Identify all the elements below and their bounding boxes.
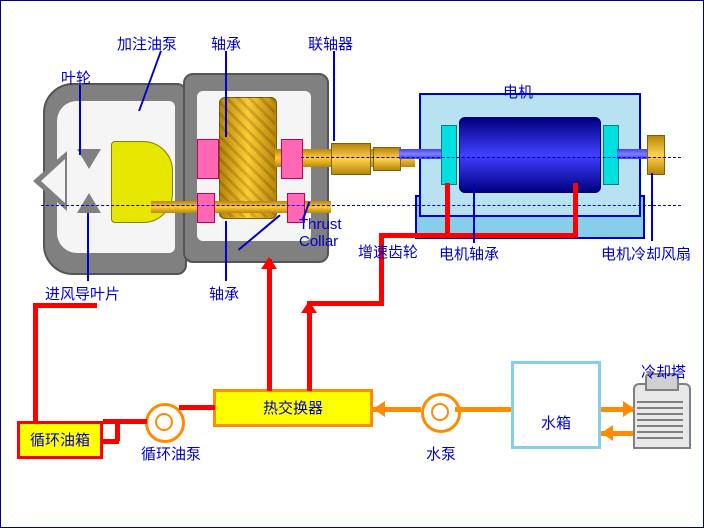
water-pump-blade (431, 403, 449, 421)
label-motor: 电机 (503, 81, 533, 102)
centerline-top (301, 157, 681, 158)
leader (225, 221, 227, 281)
inlet-cone-inner (41, 159, 65, 203)
water-tank-box: 水箱 (511, 361, 601, 449)
water-flow (455, 407, 511, 412)
oil-flow (103, 419, 147, 424)
label-coupling: 联轴器 (308, 33, 353, 54)
arrow-org (601, 425, 613, 441)
label-motor-fan: 电机冷却风扇 (601, 243, 691, 264)
oil-flow (445, 183, 450, 238)
motor-body (459, 117, 601, 193)
oil-flow (307, 301, 312, 391)
leader (87, 213, 89, 281)
heat-ex-box: 热交换器 (213, 389, 373, 427)
arrow-red (301, 301, 317, 313)
oil-flow (379, 233, 447, 238)
diagram-canvas: 循环油箱 热交换器 水箱 叶轮 (0, 0, 704, 528)
oil-flow (573, 183, 578, 238)
oil-flow (307, 301, 383, 306)
oil-flow (445, 233, 577, 238)
motor-fan (647, 135, 665, 175)
coupling-body (331, 143, 371, 175)
label-thrust2: Collar (299, 233, 338, 250)
oil-tank-box: 循环油箱 (17, 421, 103, 459)
label-motor-bearing: 电机轴承 (439, 243, 499, 264)
oil-flow (33, 303, 38, 423)
label-oil-fill-pump: 加注油泵 (117, 33, 177, 54)
oil-flow (267, 259, 272, 391)
cooling-tower-fins (637, 401, 683, 439)
oil-flow (103, 439, 119, 444)
leader (333, 51, 335, 141)
arrow-org (373, 401, 385, 417)
label-bearing-bot: 轴承 (209, 283, 239, 304)
label-oil-circ-pump: 循环油泵 (141, 443, 201, 464)
label-thrust1: Thrust (299, 216, 342, 233)
oil-flow (115, 419, 120, 441)
label-speed-gear: 增速齿轮 (358, 241, 418, 262)
inlet-guide-vane-upper (77, 149, 101, 169)
gear-teeth (219, 97, 275, 217)
arrow-org (623, 401, 635, 417)
oil-circ-pump-blade (155, 413, 173, 431)
leader (473, 183, 475, 243)
bearing-right (281, 139, 303, 179)
label-inlet-guide: 进风导叶片 (45, 283, 120, 304)
leader (79, 85, 81, 155)
label-impeller: 叶轮 (61, 67, 91, 88)
leader (651, 173, 653, 241)
label-water-pump: 水泵 (426, 443, 456, 464)
leader (225, 51, 227, 137)
label-bearing-top: 轴承 (211, 33, 241, 54)
centerline-main (41, 205, 681, 206)
bearing-pinion-l (197, 193, 215, 223)
coupling-body2 (373, 147, 401, 171)
motor-bearing-l (441, 125, 457, 185)
arrow-red (261, 257, 277, 269)
bearing-left (197, 139, 219, 179)
oil-flow (179, 405, 215, 410)
label-cooling-tower: 冷却塔 (641, 361, 686, 382)
inlet-guide-vane-lower (77, 193, 101, 213)
